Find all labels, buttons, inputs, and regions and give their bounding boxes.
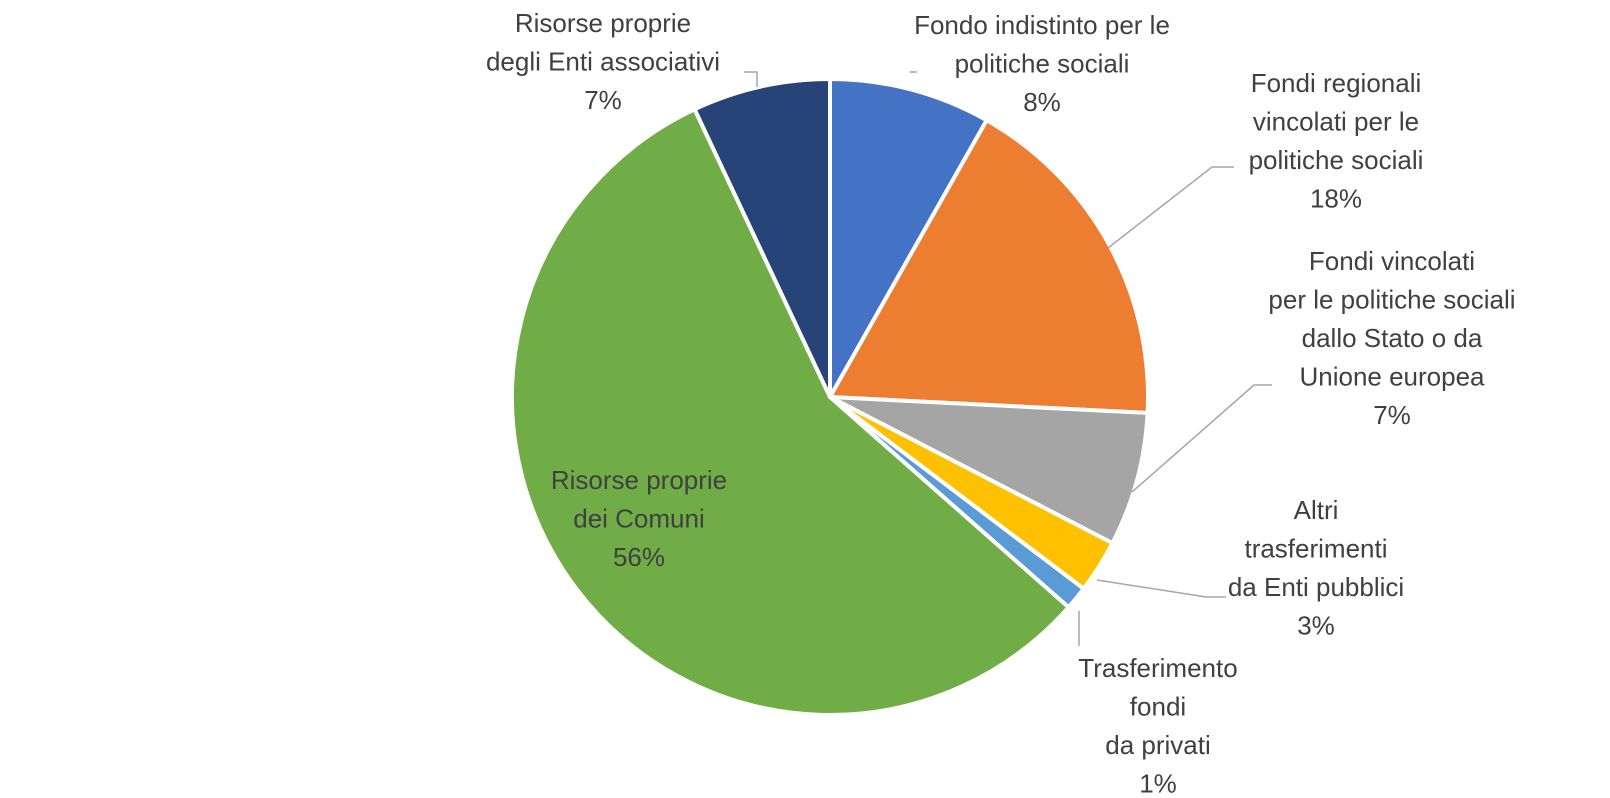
slice-labels: Fondo indistinto per le politiche sociali…: [486, 8, 1516, 798]
leader-line: [744, 71, 758, 87]
pie-slice: [510, 107, 1071, 717]
leader-line: [1096, 579, 1226, 598]
leader-line: [1107, 166, 1234, 249]
slice-label-line: da Enti pubblici: [1228, 572, 1404, 602]
slice-percent: 8%: [1023, 87, 1061, 117]
pie-slice: [828, 118, 1150, 415]
slice-label-line: dei Comuni: [573, 504, 705, 534]
slice-label-line: per le politiche sociali: [1268, 285, 1515, 315]
slice-percent: 56%: [613, 542, 665, 572]
slice-label: Fondo indistinto per le politiche sociali…: [914, 10, 1170, 117]
leader-lines: [744, 71, 1272, 646]
slice-label-line: Fondo indistinto per le: [914, 10, 1170, 40]
slice-percent: 7%: [584, 85, 622, 115]
pie-slice: [692, 77, 832, 399]
slice-label-line: fondi: [1130, 692, 1186, 722]
slice-label: Fondi regionali vincolati per le politiche…: [1249, 68, 1424, 214]
slice-label-line: Risorse proprie: [551, 465, 727, 495]
leader-line: [1131, 384, 1272, 493]
slice-label-line: dallo Stato o da: [1302, 323, 1483, 353]
slice-label-line: Altri: [1294, 495, 1339, 525]
slice-label-line: politiche sociali: [1249, 145, 1424, 175]
slice-percent: 18%: [1310, 184, 1362, 214]
slice-label-line: vincolati per le: [1253, 107, 1419, 137]
slice-label-line: da privati: [1105, 730, 1211, 760]
slice-label-line: Trasferimento: [1078, 653, 1237, 683]
slice-label-line: degli Enti associativi: [486, 47, 720, 77]
slice-label-line: politiche sociali: [955, 49, 1130, 79]
pie-slice: [828, 77, 989, 399]
slice-label-line: Risorse proprie: [515, 8, 691, 38]
slice-label-line: Fondi regionali: [1251, 68, 1422, 98]
slice-label-line: trasferimenti: [1244, 534, 1387, 564]
slice-percent: 7%: [1373, 400, 1411, 430]
slice-label-line: Unione europea: [1299, 362, 1485, 392]
slice-percent: 1%: [1139, 769, 1177, 798]
slice-percent: 3%: [1297, 611, 1335, 641]
slice-label-line: Fondi vincolati: [1309, 246, 1475, 276]
slice-label: Fondi vincolati per le politiche sociali d…: [1268, 246, 1515, 430]
slice-label: Trasferimento fondi da privati 1%: [1078, 653, 1237, 798]
pie-slice: [828, 395, 1150, 546]
slice-label: Risorse proprie degli Enti associativi 7%: [486, 8, 720, 115]
slice-label: Altri trasferimenti da Enti pubblici 3%: [1228, 495, 1404, 641]
pie-slices: [510, 77, 1150, 717]
slice-label: Risorse proprie dei Comuni 56%: [551, 465, 727, 572]
